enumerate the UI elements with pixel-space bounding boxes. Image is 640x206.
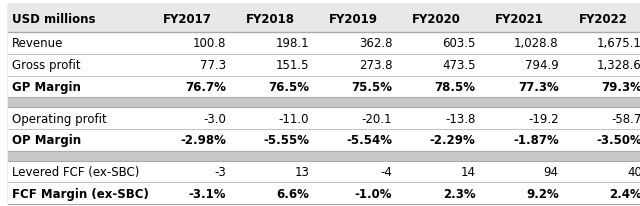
Bar	[8, 76, 640, 98]
Text: -20.1: -20.1	[362, 112, 392, 125]
Text: 473.5: 473.5	[442, 59, 476, 72]
Text: Revenue: Revenue	[12, 37, 63, 50]
Text: 40: 40	[627, 165, 640, 178]
Bar	[8, 33, 640, 55]
Text: FY2022: FY2022	[579, 13, 627, 26]
Text: 13: 13	[294, 165, 309, 178]
Text: 1,028.8: 1,028.8	[514, 37, 559, 50]
Text: -11.0: -11.0	[278, 112, 309, 125]
Text: FY2018: FY2018	[246, 13, 294, 26]
Text: Gross profit: Gross profit	[12, 59, 80, 72]
Text: 794.9: 794.9	[525, 59, 559, 72]
Text: -1.0%: -1.0%	[355, 187, 392, 200]
Text: 100.8: 100.8	[193, 37, 226, 50]
Text: -2.98%: -2.98%	[180, 134, 226, 147]
Bar	[8, 55, 640, 76]
Text: 77.3%: 77.3%	[518, 81, 559, 94]
Text: 151.5: 151.5	[276, 59, 309, 72]
Text: 9.2%: 9.2%	[526, 187, 559, 200]
Text: -2.29%: -2.29%	[430, 134, 476, 147]
Bar	[8, 129, 640, 151]
Text: 76.7%: 76.7%	[185, 81, 226, 94]
Text: -3.50%: -3.50%	[596, 134, 640, 147]
Text: 78.5%: 78.5%	[435, 81, 476, 94]
Text: Operating profit: Operating profit	[12, 112, 106, 125]
Bar	[8, 108, 640, 129]
Text: 94: 94	[544, 165, 559, 178]
Text: -3: -3	[214, 165, 226, 178]
Text: FCF Margin (ex-SBC): FCF Margin (ex-SBC)	[12, 187, 148, 200]
Text: 362.8: 362.8	[359, 37, 392, 50]
Text: 75.5%: 75.5%	[351, 81, 392, 94]
Text: -13.8: -13.8	[445, 112, 476, 125]
Text: -5.54%: -5.54%	[346, 134, 392, 147]
Text: 2.4%: 2.4%	[609, 187, 640, 200]
Bar	[8, 183, 640, 204]
Text: -3.1%: -3.1%	[188, 187, 226, 200]
Text: FY2021: FY2021	[495, 13, 544, 26]
Text: -1.87%: -1.87%	[513, 134, 559, 147]
Text: 79.3%: 79.3%	[601, 81, 640, 94]
Bar	[8, 161, 640, 183]
Text: FY2019: FY2019	[329, 13, 378, 26]
Bar	[8, 5, 640, 33]
Text: 1,675.1: 1,675.1	[597, 37, 640, 50]
Text: USD millions: USD millions	[12, 13, 95, 26]
Text: 603.5: 603.5	[442, 37, 476, 50]
Text: OP Margin: OP Margin	[12, 134, 81, 147]
Text: FY2017: FY2017	[163, 13, 211, 26]
Text: -3.0: -3.0	[203, 112, 226, 125]
Text: GP Margin: GP Margin	[12, 81, 81, 94]
Text: 2.3%: 2.3%	[443, 187, 476, 200]
Text: -58.7: -58.7	[612, 112, 640, 125]
Text: 1,328.6: 1,328.6	[597, 59, 640, 72]
Text: -4: -4	[380, 165, 392, 178]
Text: -19.2: -19.2	[528, 112, 559, 125]
Text: FY2020: FY2020	[412, 13, 461, 26]
Text: 198.1: 198.1	[275, 37, 309, 50]
Text: 77.3: 77.3	[200, 59, 226, 72]
Text: Levered FCF (ex-SBC): Levered FCF (ex-SBC)	[12, 165, 139, 178]
Text: 14: 14	[461, 165, 476, 178]
Text: 6.6%: 6.6%	[276, 187, 309, 200]
Text: 273.8: 273.8	[359, 59, 392, 72]
Text: -5.55%: -5.55%	[263, 134, 309, 147]
Bar	[8, 98, 640, 108]
Bar	[8, 151, 640, 161]
Text: 76.5%: 76.5%	[268, 81, 309, 94]
